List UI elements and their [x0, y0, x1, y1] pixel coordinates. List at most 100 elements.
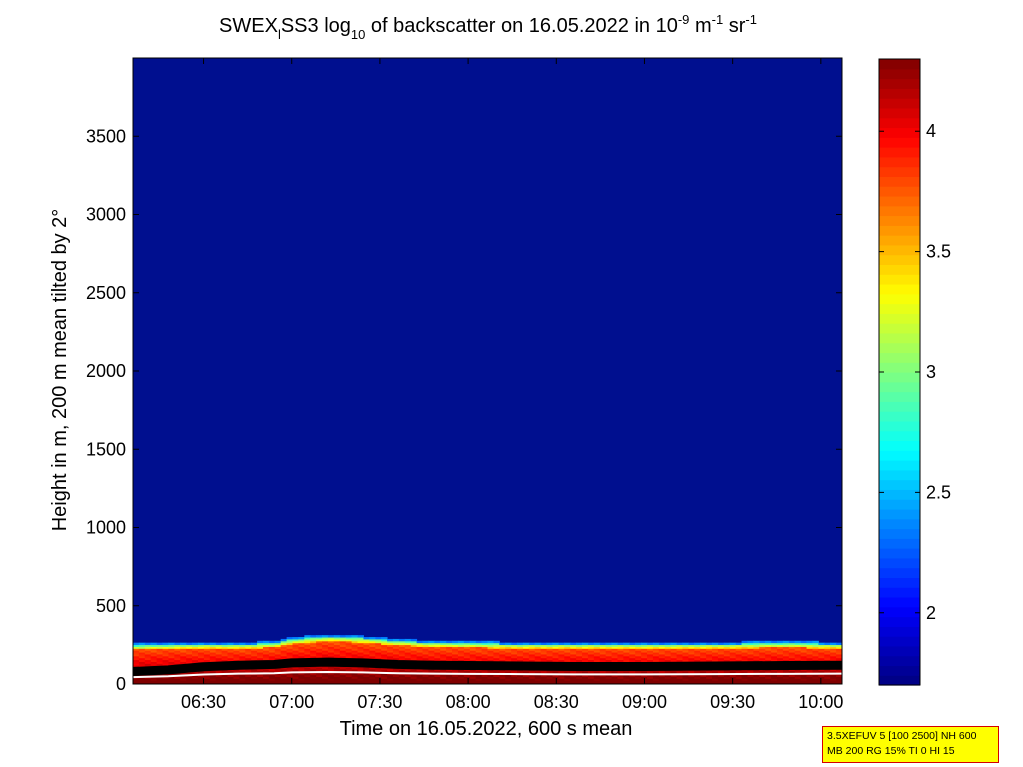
heatmap-cell [227, 678, 234, 681]
heatmap-cell [546, 655, 553, 659]
heatmap-cell [150, 655, 158, 659]
heatmap-cell [593, 655, 601, 659]
heatmap-cell [611, 657, 618, 661]
heatmap-cell [316, 653, 323, 657]
heatmap-cell [257, 668, 264, 672]
colorbar-band [879, 117, 920, 129]
heatmap-cell [836, 648, 842, 651]
heatmap-cell [800, 648, 808, 651]
heatmap-cell [511, 674, 518, 677]
heatmap-cell [706, 680, 713, 683]
heatmap-cell [747, 646, 754, 649]
heatmap-cell [759, 653, 766, 657]
heatmap-cell [192, 646, 199, 649]
heatmap-cell [487, 652, 494, 655]
heatmap-cell [564, 653, 571, 657]
heatmap-cell [469, 644, 477, 647]
heatmap-cell [186, 657, 193, 661]
heatmap-cell [771, 648, 778, 651]
heatmap-cell [316, 668, 323, 672]
heatmap-cell [759, 678, 766, 681]
heatmap-cell [747, 655, 754, 659]
heatmap-cell [392, 657, 400, 661]
heatmap-cell [505, 652, 512, 655]
heatmap-cell [180, 659, 187, 662]
heatmap-cell [682, 678, 689, 681]
heatmap-cell [404, 652, 412, 655]
heatmap-cell [369, 676, 376, 679]
heatmap-cell [446, 670, 453, 674]
heatmap-cell [481, 650, 488, 653]
heatmap-cell [381, 657, 388, 661]
heatmap-cell [647, 652, 654, 655]
heatmap-cell [682, 653, 689, 657]
heatmap-cell [398, 648, 406, 651]
heatmap-cell [511, 676, 518, 679]
heatmap-cell [652, 659, 660, 662]
heatmap-cell [452, 642, 459, 646]
heatmap-cell [192, 682, 199, 684]
heatmap-cell [723, 682, 731, 684]
heatmap-cell [771, 657, 778, 661]
heatmap-cell [221, 655, 229, 659]
heatmap-cell [552, 682, 559, 684]
info-box: 3.5XEFUV 5 [100 2500] NH 600 MB 200 RG 1… [822, 726, 999, 763]
heatmap-cell [652, 657, 660, 661]
heatmap-cell [156, 650, 164, 653]
heatmap-cell [251, 655, 258, 659]
heatmap-cell [540, 676, 548, 679]
heatmap-cell [777, 652, 784, 655]
heatmap-cell [830, 644, 837, 647]
heatmap-cell [570, 644, 577, 647]
heatmap-cell [316, 650, 323, 653]
heatmap-cell [345, 674, 353, 677]
heatmap-cell [203, 650, 211, 653]
heatmap-cell [717, 678, 725, 681]
heatmap-cell [469, 678, 477, 681]
heatmap-cell [197, 676, 205, 679]
heatmap-cell [298, 680, 305, 683]
heatmap-cell [233, 644, 240, 647]
heatmap-cell [327, 655, 335, 659]
heatmap-cell [416, 640, 424, 644]
heatmap-cell [788, 668, 796, 672]
heatmap-cell [481, 648, 488, 651]
heatmap-cell [818, 680, 825, 683]
heatmap-cell [392, 653, 400, 657]
heatmap-cell [582, 646, 589, 649]
heatmap-cell [824, 652, 831, 655]
heatmap-cell [777, 653, 784, 657]
heatmap-cell [635, 657, 642, 661]
heatmap-cell [404, 638, 412, 642]
heatmap-cell [469, 653, 477, 657]
heatmap-cell [428, 653, 435, 657]
heatmap-cell [227, 682, 234, 684]
heatmap-cell [304, 668, 311, 672]
heatmap-cell [546, 657, 553, 661]
heatmap-cell [422, 657, 429, 661]
heatmap-cell [239, 644, 246, 647]
heatmap-cell [440, 678, 447, 681]
heatmap-cell [168, 661, 175, 664]
heatmap-cell [268, 674, 276, 677]
heatmap-cell [144, 659, 152, 662]
heatmap-cell [209, 682, 217, 684]
heatmap-cell [245, 678, 252, 681]
heatmap-cell [635, 659, 642, 662]
heatmap-cell [327, 667, 335, 670]
heatmap-cell [221, 659, 229, 662]
heatmap-cell [227, 655, 234, 659]
heatmap-cell [706, 642, 713, 646]
heatmap-cell [392, 646, 400, 649]
heatmap-cell [392, 682, 400, 684]
heatmap-cell [381, 678, 388, 681]
heatmap-cell [156, 652, 164, 655]
heatmap-cell [245, 680, 252, 683]
heatmap-cell [570, 657, 577, 661]
heatmap-cell [635, 655, 642, 659]
heatmap-cell [369, 652, 376, 655]
heatmap-cell [138, 680, 146, 683]
lower-layer-line [133, 670, 842, 679]
heatmap-cell [517, 653, 524, 657]
heatmap-cell [759, 670, 766, 674]
